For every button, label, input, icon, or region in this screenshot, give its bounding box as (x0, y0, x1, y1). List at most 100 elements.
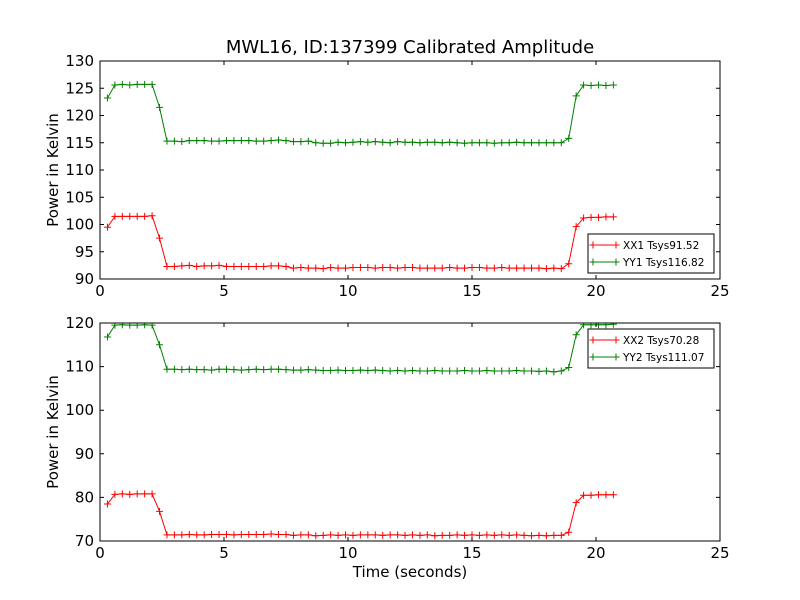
data-point (535, 264, 543, 272)
data-point (386, 264, 394, 272)
data-point (394, 367, 402, 375)
data-point (580, 491, 588, 499)
data-point (446, 264, 454, 272)
x-tick-label: 20 (586, 282, 605, 300)
data-point (371, 366, 379, 374)
data-point (319, 265, 327, 273)
data-point (364, 264, 372, 272)
x-tick-label: 10 (338, 544, 357, 562)
data-point (260, 366, 268, 374)
data-point (557, 367, 565, 375)
data-point (565, 260, 573, 268)
data-point (453, 264, 461, 272)
data-point (297, 138, 305, 146)
data-point (111, 212, 119, 220)
data-point (282, 137, 290, 145)
data-point (528, 367, 536, 375)
data-point (490, 139, 498, 147)
data-point (498, 264, 506, 272)
x-tick-label: 25 (710, 282, 729, 300)
data-point (587, 213, 595, 221)
series-2 (103, 80, 617, 147)
data-point (267, 137, 275, 145)
data-point (490, 531, 498, 539)
data-point (475, 264, 483, 272)
data-point (446, 367, 454, 375)
data-point (513, 264, 521, 272)
data-point (208, 137, 216, 145)
data-point (498, 367, 506, 375)
y-tick-label: 110 (65, 161, 94, 179)
data-point (319, 531, 327, 539)
data-point (602, 82, 610, 90)
data-point (282, 366, 290, 374)
data-point (103, 223, 111, 231)
data-point (193, 531, 201, 539)
series-2 (103, 323, 617, 376)
data-point (245, 530, 253, 538)
data-point (304, 366, 312, 374)
data-point (438, 264, 446, 272)
data-point (156, 103, 164, 111)
legend-marker (589, 258, 620, 266)
data-point (423, 264, 431, 272)
data-point (334, 264, 342, 272)
data-point (542, 532, 550, 540)
x-axis-label: Time (seconds) (352, 563, 468, 581)
data-point (208, 262, 216, 270)
data-point (572, 331, 580, 339)
data-point (513, 138, 521, 146)
data-point (416, 367, 424, 375)
data-point (602, 323, 610, 329)
data-point (394, 531, 402, 539)
data-point (245, 137, 253, 145)
data-point (371, 531, 379, 539)
data-point (498, 531, 506, 539)
data-point (565, 134, 573, 142)
data-point (275, 262, 283, 270)
data-point (386, 531, 394, 539)
x-tick-label: 15 (462, 544, 481, 562)
data-point (408, 264, 416, 272)
x-tick-label: 15 (462, 282, 481, 300)
data-point (126, 81, 134, 89)
data-point (170, 531, 178, 539)
data-point (438, 531, 446, 539)
x-tick-label: 5 (219, 282, 229, 300)
data-point (386, 367, 394, 375)
data-point (580, 323, 588, 329)
data-point (364, 367, 372, 375)
data-point (550, 368, 558, 376)
data-point (550, 531, 558, 539)
data-point (349, 138, 357, 146)
data-point (356, 531, 364, 539)
data-point (386, 139, 394, 147)
data-point (245, 366, 253, 374)
data-point (156, 507, 164, 515)
data-point (148, 80, 156, 88)
data-point (565, 528, 573, 536)
x-tick-label: 20 (586, 544, 605, 562)
data-point (297, 366, 305, 374)
data-point (446, 138, 454, 146)
data-point (557, 265, 565, 273)
data-point (289, 138, 297, 146)
data-point (200, 262, 208, 270)
data-point (356, 264, 364, 272)
data-point (111, 81, 119, 89)
data-point (453, 531, 461, 539)
data-point (438, 367, 446, 375)
data-point (118, 212, 126, 220)
y-tick-label: 115 (65, 134, 94, 152)
data-point (498, 139, 506, 147)
data-point (438, 139, 446, 147)
data-point (327, 139, 335, 147)
data-point (483, 531, 491, 539)
data-point (542, 265, 550, 273)
data-point (237, 262, 245, 270)
data-point (282, 262, 290, 270)
data-point (408, 531, 416, 539)
data-point (185, 261, 193, 269)
data-point (468, 264, 476, 272)
data-point (468, 139, 476, 147)
